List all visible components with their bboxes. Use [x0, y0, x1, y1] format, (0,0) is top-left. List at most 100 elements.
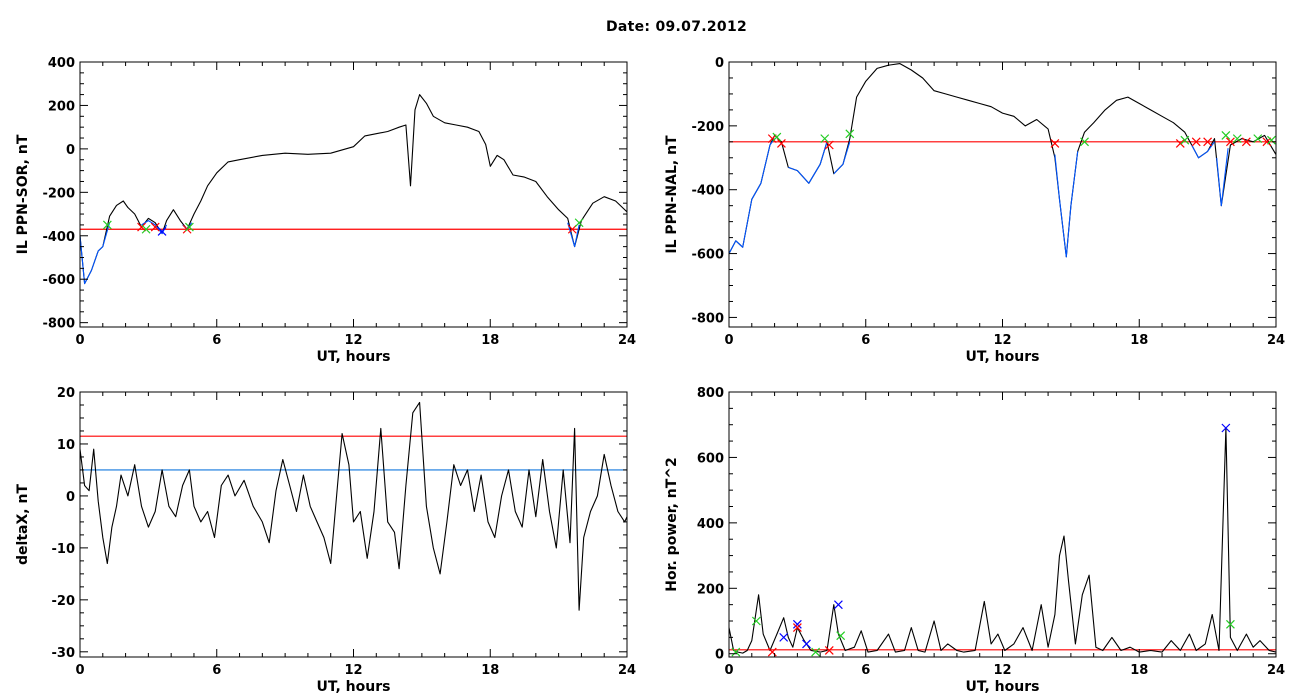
power-x-tick-label: 0	[724, 663, 733, 678]
power-y-tick-label: 800	[697, 386, 724, 401]
nal-y-axis-label: IL PPN-NAL, nT	[664, 135, 680, 254]
nal-series-line-4	[1054, 151, 1079, 258]
sor-series-line-4	[567, 222, 580, 248]
power-marker-5	[792, 623, 802, 632]
sor-y-tick-label: -800	[42, 317, 75, 332]
panel-ppn-sor: 0 6 12 18 24 -800 -600 -400 -200 0 200 400 UT, hours…	[15, 56, 636, 365]
deltax-x-tick-label: 6	[212, 663, 221, 678]
nal-marker-9	[1180, 135, 1190, 145]
deltax-x-tick-label: 24	[618, 663, 636, 678]
nal-plot-frame	[728, 61, 1277, 328]
power-x-axis-label: UT, hours	[966, 679, 1040, 695]
power-y-tick-label: 0	[715, 648, 724, 663]
sor-series-line-0	[80, 94, 627, 285]
nal-marker-6	[1050, 138, 1060, 148]
sor-x-tick-label: 0	[75, 333, 84, 348]
deltax-x-tick-label: 18	[481, 663, 499, 678]
power-marker-9	[833, 600, 843, 610]
power-x-tick-label: 12	[993, 663, 1011, 678]
nal-marker-7	[1080, 137, 1089, 147]
nal-marker-8	[1175, 138, 1185, 148]
nal-series-line-5	[1191, 141, 1215, 159]
power-marker-8	[824, 646, 834, 655]
sor-y-tick-label: -600	[42, 273, 75, 288]
power-y-tick-label: 200	[697, 582, 724, 597]
sor-y-tick-label: 400	[48, 56, 75, 71]
power-x-tick-label: 6	[861, 663, 870, 678]
nal-x-tick-label: 0	[724, 333, 733, 348]
sor-x-tick-label: 6	[212, 333, 221, 348]
sor-series-line-1	[80, 222, 111, 285]
power-marker-1	[751, 616, 761, 626]
power-plot-frame	[728, 391, 1277, 658]
nal-marker-3	[820, 134, 830, 144]
sor-y-tick-label: -200	[42, 186, 75, 201]
sor-x-tick-label: 18	[481, 333, 499, 348]
power-marker-6	[802, 639, 811, 649]
nal-marker-5	[845, 129, 855, 139]
deltax-plot-frame	[79, 391, 628, 658]
sor-y-tick-label: -400	[42, 230, 75, 245]
deltax-y-tick-label: -10	[52, 542, 76, 557]
nal-y-tick-label: 0	[715, 56, 724, 71]
sor-marker-8	[574, 218, 584, 228]
nal-y-tick-label: -800	[691, 311, 724, 326]
nal-series-line-3	[833, 141, 851, 175]
sor-marker-4	[157, 227, 167, 236]
nal-x-tick-label: 12	[993, 333, 1011, 348]
deltax-y-tick-label: 0	[66, 490, 75, 505]
nal-marker-10	[1191, 137, 1201, 147]
nal-marker-11	[1203, 137, 1213, 147]
nal-marker-18	[1267, 135, 1276, 145]
power-marker-4	[792, 619, 802, 629]
nal-y-tick-label: -200	[691, 120, 724, 135]
nal-series-line-0	[729, 63, 1276, 258]
deltax-y-tick-label: 20	[57, 386, 75, 401]
nal-x-axis-label: UT, hours	[966, 349, 1040, 365]
power-marker-11	[1221, 423, 1231, 433]
sor-marker-1	[137, 222, 146, 232]
nal-marker-4	[824, 140, 834, 150]
nal-marker-14	[1232, 134, 1242, 144]
panel-ppn-nal: 0 6 12 18 24 -800 -600 -400 -200 0 UT, hours IL PPN…	[664, 56, 1285, 365]
sor-x-axis-label: UT, hours	[317, 349, 391, 365]
nal-marker-15	[1241, 137, 1251, 147]
nal-series-line-6	[1216, 148, 1229, 207]
deltax-y-tick-label: -20	[52, 594, 76, 609]
panel-deltax: 0 6 12 18 24 -30 -20 -10 0 10 20 UT, hours deltaX, n…	[15, 386, 636, 695]
nal-marker-16	[1253, 134, 1263, 144]
nal-y-tick-label: -400	[691, 184, 724, 199]
sor-y-tick-label: 0	[66, 143, 75, 158]
power-marker-0	[731, 647, 741, 657]
power-x-tick-label: 24	[1267, 663, 1285, 678]
nal-series-line-1	[729, 138, 776, 254]
nal-y-tick-label: -600	[691, 248, 724, 263]
power-series-line-0	[729, 427, 1276, 654]
page-title: Date: 09.07.2012	[605, 19, 748, 35]
power-y-tick-label: 400	[697, 517, 724, 532]
sor-marker-6	[184, 222, 194, 232]
sor-marker-3	[150, 222, 160, 232]
sor-x-tick-label: 12	[344, 333, 362, 348]
sor-marker-0	[102, 220, 112, 230]
nal-x-tick-label: 24	[1267, 333, 1285, 348]
deltax-y-axis-label: deltaX, nT	[15, 484, 31, 565]
deltax-x-tick-label: 12	[344, 663, 362, 678]
nal-marker-2	[776, 138, 786, 148]
nal-x-tick-label: 6	[861, 333, 870, 348]
power-marker-7	[811, 647, 821, 657]
nal-marker-12	[1221, 131, 1231, 140]
deltax-x-tick-label: 0	[75, 663, 84, 678]
deltax-y-tick-label: -30	[52, 646, 76, 661]
sor-marker-2	[141, 224, 151, 234]
power-x-tick-label: 18	[1130, 663, 1148, 678]
panel-hor-power: 0 6 12 18 24 0 200 400 600 800 UT, hours Hor. power…	[664, 386, 1285, 695]
power-marker-10	[836, 631, 846, 641]
nal-marker-1	[772, 132, 782, 142]
deltax-y-tick-label: 10	[57, 438, 75, 453]
nal-x-tick-label: 18	[1130, 333, 1148, 348]
power-y-tick-label: 600	[697, 451, 724, 466]
deltax-x-axis-label: UT, hours	[317, 679, 391, 695]
power-marker-12	[1225, 619, 1235, 629]
